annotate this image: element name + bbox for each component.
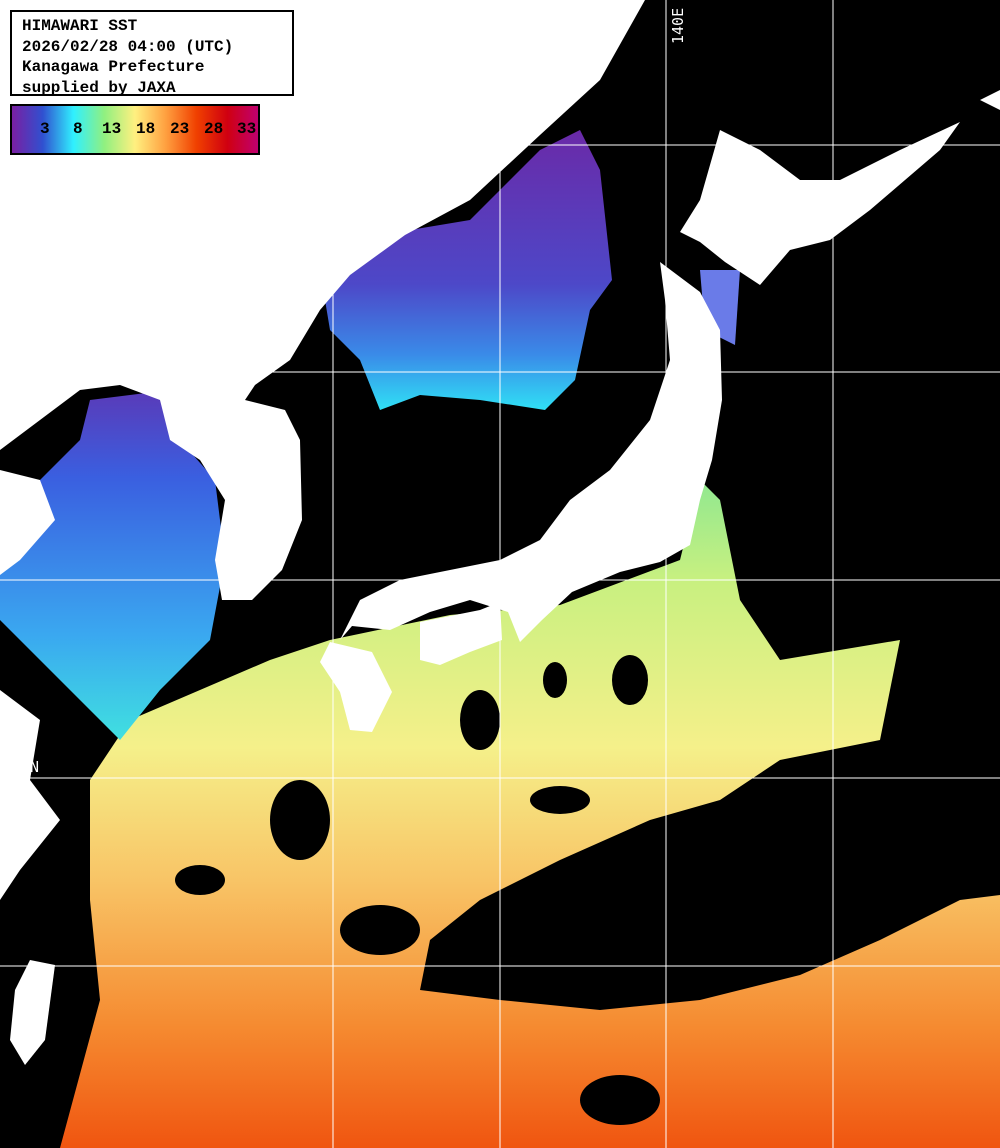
legend-tick: 13 <box>102 120 122 138</box>
title-datetime: 2026/02/28 04:00 (UTC) <box>22 37 234 56</box>
land-china-coast <box>0 470 55 575</box>
land-sakhalin <box>980 90 1000 110</box>
legend-tick: 28 <box>204 120 224 138</box>
lat-label-40n: 40N <box>12 352 40 370</box>
land-hokkaido <box>680 122 960 285</box>
title-product: HIMAWARI SST <box>22 17 138 35</box>
sst-sea-of-japan <box>325 130 612 410</box>
sst-south-region <box>60 480 1000 1148</box>
land-china-south <box>0 690 60 900</box>
legend-tick: 3 <box>40 120 50 138</box>
legend-tick: 8 <box>73 120 83 138</box>
color-scale-legend: 3 8 13 18 23 28 33 <box>10 104 260 155</box>
land-sakhalin-island <box>398 128 430 168</box>
legend-tick: 18 <box>136 120 156 138</box>
land-kyushu <box>320 642 392 732</box>
land-shikoku <box>420 602 502 665</box>
land-honshu <box>340 262 722 642</box>
lon-label-140e: 140E <box>669 7 687 44</box>
land-taiwan <box>10 960 55 1065</box>
legend-tick: 33 <box>237 120 257 138</box>
title-organization: Kanagawa Prefecture <box>22 58 205 76</box>
title-credit: supplied by JAXA <box>22 78 176 97</box>
lat-label-30n: 30N <box>12 758 40 776</box>
legend-tick: 23 <box>170 120 190 138</box>
title-box: HIMAWARI SST 2026/02/28 04:00 (UTC) Kana… <box>10 10 294 97</box>
